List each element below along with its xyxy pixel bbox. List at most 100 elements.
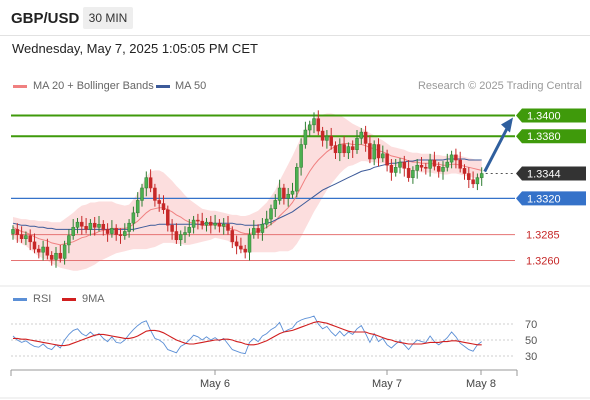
candle-body [71,227,75,236]
candle [140,183,144,207]
candle-body [376,144,381,159]
candle-body [37,248,41,253]
candle-body [402,161,407,169]
candle [445,153,450,172]
candle-body [75,221,80,228]
candle-body [144,177,149,189]
candle-body [157,200,161,204]
candle-body [97,223,101,228]
candle-body [269,208,273,220]
candle-body [389,164,394,173]
candle [161,195,166,214]
candle-body [359,131,364,139]
candle-body [101,223,106,230]
candle-body [338,144,342,154]
timeframe-badge[interactable]: 30 MIN [83,7,133,29]
candle [449,150,454,169]
candle-body [424,167,428,169]
candle [350,140,355,158]
ma20-line [12,143,482,246]
candle-body [24,235,28,239]
candle [62,240,67,265]
candle-body [398,161,402,168]
candle [415,159,419,179]
rsi-ma-legend-label: 9MA [82,293,105,305]
candle-body [475,177,480,185]
candle-body [230,230,235,243]
candle [467,167,471,188]
rsi-legend-label: RSI [33,293,52,305]
candle-body [213,222,217,226]
candle-body [217,222,222,227]
candle-body [415,164,419,171]
candle-body [226,223,230,231]
candle [123,223,127,240]
candle [166,205,170,232]
candle-body [247,234,252,253]
candle [200,212,204,230]
candle-body [80,221,84,227]
candle [299,138,303,176]
candle [359,127,364,145]
candle [424,163,428,175]
forecast-arrow-shaft [483,127,509,173]
candle-body [58,252,63,259]
chart-header: GBP/USD 30 MIN [0,0,590,36]
candle [213,214,217,230]
research-credit: Research © 2025 Trading Central [417,80,582,92]
candle-body [88,222,93,230]
candle [67,229,71,254]
candle [393,159,398,177]
candle-body [32,241,37,250]
candle-body [329,135,333,146]
candle-body [49,255,54,260]
candle [368,135,372,164]
candle-body [432,159,437,167]
candle [41,240,45,261]
candle [187,219,192,237]
candle-body [479,173,484,178]
candle [338,138,342,162]
timestamp: Wednesday, May 7, 2025 1:05:05 PM CET [12,41,258,56]
candle [398,157,402,174]
candle-body [290,190,295,195]
candle [127,219,131,238]
candle-body [28,235,32,243]
resistance-level-label: 1.3380 [527,131,561,143]
candle [428,153,432,177]
candle-body [454,154,458,161]
candle-body [303,129,308,145]
candle-body [123,231,127,236]
candle [183,226,187,243]
candle-body [445,161,450,168]
candle [191,215,196,234]
candle-body [127,222,131,232]
candle [24,231,28,245]
candle [247,228,252,261]
candle-body [131,212,136,224]
candle-body [312,118,316,126]
rsi-ma-legend-swatch [62,298,76,301]
candle [320,126,325,147]
candle [252,220,256,239]
candle-body [67,235,71,246]
candle-body [333,145,338,154]
candle-body [462,168,467,174]
candle-body [368,143,372,160]
pivot-level-tag [516,191,586,206]
candle [355,130,359,154]
candle [135,192,140,217]
rsi-legend-swatch [13,298,27,301]
candle-body [277,187,282,201]
candle [80,215,84,235]
candle-body [105,229,110,234]
candle-body [209,221,213,226]
candle-body [346,146,351,154]
candle-body [153,187,157,201]
current-level-label: 1.3344 [527,169,561,181]
candle [19,226,24,243]
candle-body [441,167,445,172]
candle [269,204,273,226]
candle [419,156,424,172]
